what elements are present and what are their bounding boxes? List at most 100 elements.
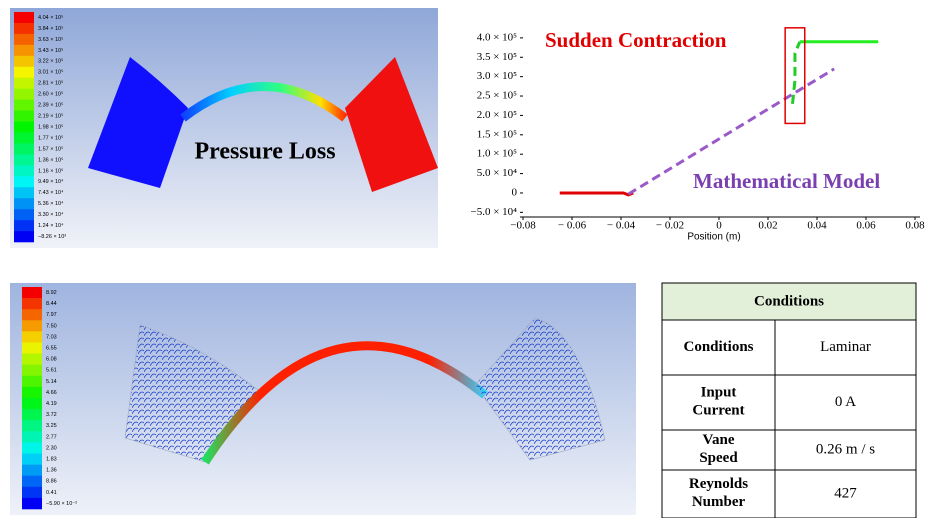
y-tick-label: 2.0 × 10⁵ <box>477 109 517 121</box>
legend-swatch <box>14 78 34 89</box>
x-tick-label: − 0.02 <box>656 220 684 232</box>
legend-swatch <box>22 431 42 442</box>
legend-swatch <box>22 376 42 387</box>
legend-label: 7.03 <box>46 334 57 340</box>
legend-swatch <box>14 231 34 242</box>
legend-label: 2.19 × 10⁵ <box>38 113 63 120</box>
legend-swatch <box>22 476 42 487</box>
legend-swatch <box>14 100 34 111</box>
legend-label: 0.41 <box>46 490 57 496</box>
legend-label: 1.36 <box>46 468 57 474</box>
y-tick-label: −5.0 × 10⁴ <box>471 206 518 218</box>
y-tick-label: 5.0 × 10⁴ <box>477 167 517 179</box>
legend-swatch <box>22 298 42 309</box>
word: Reynolds <box>689 476 748 492</box>
legend-label: 8.44 <box>46 301 57 307</box>
annotation: Mathematical Model <box>693 169 880 193</box>
legend-label: 3.22 × 10⁵ <box>38 58 63 65</box>
legend-swatch <box>22 320 42 331</box>
legend-label: 4.66 <box>46 390 57 396</box>
legend-swatch <box>14 198 34 209</box>
annotation: Sudden Contraction <box>545 28 727 52</box>
y-tick-label: 1.0 × 10⁵ <box>477 148 517 160</box>
legend-label: −8.26 × 10³ <box>38 234 66 240</box>
legend-label: 5.36 × 10⁴ <box>38 200 64 207</box>
word: Input <box>701 385 737 401</box>
legend-label: 5.61 <box>46 368 57 374</box>
legend-label: 6.55 <box>46 346 57 352</box>
page: Pressure Loss 4.04 × 10⁵3.84 × 10⁵3.63 ×… <box>0 0 932 518</box>
legend-swatch <box>22 331 42 342</box>
legend-swatch <box>22 442 42 453</box>
figure: Pressure Loss 4.04 × 10⁵3.84 × 10⁵3.63 ×… <box>0 0 932 518</box>
legend-label: 3.43 × 10⁵ <box>38 47 63 54</box>
legend-swatch <box>22 309 42 320</box>
legend-label: 2.81 × 10⁵ <box>38 80 63 87</box>
legend-label: 3.72 <box>46 412 57 418</box>
x-tick-label: 0.06 <box>856 220 876 232</box>
legend-swatch <box>22 465 42 476</box>
word: Number <box>692 494 746 510</box>
legend-swatch <box>14 89 34 100</box>
legend-label: 1.57 × 10⁵ <box>38 145 63 152</box>
legend-swatch <box>22 398 42 409</box>
y-tick-label: 3.0 × 10⁵ <box>477 70 517 82</box>
legend-swatch <box>22 387 42 398</box>
legend-label: 2.39 × 10⁵ <box>38 102 63 109</box>
annotation: Pressure Loss <box>194 139 335 165</box>
legend-label: 1.16 × 10⁵ <box>38 167 63 174</box>
legend-swatch <box>14 34 34 45</box>
legend-label: 3.01 × 10⁵ <box>38 69 63 76</box>
legend-swatch <box>14 220 34 231</box>
legend-swatch <box>14 67 34 78</box>
legend-label: 3.25 <box>46 423 57 429</box>
legend-swatch <box>14 45 34 56</box>
x-tick-label: 0.04 <box>807 220 827 232</box>
legend-swatch <box>14 122 34 133</box>
legend-label: 1.98 × 10⁵ <box>38 123 63 130</box>
legend-label: 3.84 × 10⁵ <box>38 25 63 32</box>
line-chart: −5.0 × 10⁴ 0 5.0 × 10⁴ 1.0 × 10⁵ 1.5 × 10⁵ 2.… <box>471 28 926 243</box>
legend-swatch <box>22 287 42 298</box>
x-tick-label: 0.08 <box>905 220 925 232</box>
legend-label: 1.36 × 10⁵ <box>38 156 63 163</box>
legend-swatch <box>14 154 34 165</box>
legend-swatch <box>22 498 42 509</box>
x-axis-label: Position (m) <box>687 232 740 243</box>
legend-label: 1.24 × 10⁴ <box>38 222 64 229</box>
x-tick-label: − 0.06 <box>558 220 587 232</box>
legend-label: 7.43 × 10⁴ <box>38 189 64 196</box>
series-line <box>560 193 634 195</box>
legend-label: 2.60 × 10⁵ <box>38 91 63 98</box>
x-tick-label: − 0.04 <box>607 220 636 232</box>
legend-label: −5.90 × 10⁻² <box>46 501 77 507</box>
legend-swatch <box>14 143 34 154</box>
legend-label: 1.77 × 10⁵ <box>38 134 63 141</box>
legend-swatch <box>14 12 34 23</box>
legend-label: 8.86 <box>46 479 57 485</box>
legend-label: 3.30 × 10⁴ <box>38 211 64 218</box>
legend-swatch <box>22 409 42 420</box>
table-row-label: Conditions <box>683 339 753 355</box>
y-tick-label: 1.5 × 10⁵ <box>477 128 517 140</box>
legend-label: 7.97 <box>46 312 57 318</box>
x-tick-label: 0.02 <box>758 220 777 232</box>
table-value: 0.26 m / s <box>816 441 875 457</box>
legend-label: 4.04 × 10⁵ <box>38 14 63 21</box>
legend-label: 8.92 <box>46 290 57 296</box>
legend-label: 2.77 <box>46 434 57 440</box>
x-tick-label: 0 <box>716 220 722 232</box>
table-value: 427 <box>834 485 857 501</box>
word: Vane <box>703 432 735 448</box>
table-value: Laminar <box>820 339 871 355</box>
legend-label: 5.14 <box>46 379 57 385</box>
legend-label: 7.50 <box>46 323 57 329</box>
x-tick-label: −0.08 <box>510 220 536 232</box>
legend-swatch <box>14 132 34 143</box>
legend-label: 6.08 <box>46 357 57 363</box>
legend-swatch <box>14 56 34 67</box>
legend-swatch <box>22 487 42 498</box>
legend-label: 2.30 <box>46 445 57 451</box>
legend-swatch <box>14 23 34 34</box>
